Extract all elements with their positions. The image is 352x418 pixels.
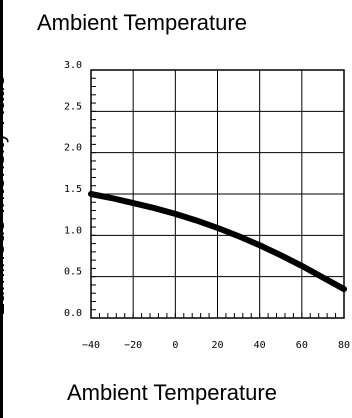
x-tick-label: 20 — [211, 340, 223, 351]
y-tick-label: 2.5 — [64, 101, 82, 112]
x-tick-label: −20 — [124, 340, 142, 351]
x-tick-label: 40 — [254, 340, 266, 351]
x-tick-label: 60 — [296, 340, 308, 351]
y-tick-label: 0.0 — [64, 308, 82, 319]
line-chart: 0.0 0.5 1.0 1.5 2.0 2.5 3.0 −40 −20 0 20 40 60 80 — [64, 60, 350, 351]
x-tick-label: 0 — [172, 340, 178, 351]
y-tick-label: 1.5 — [64, 184, 82, 195]
series-line — [88, 191, 347, 293]
chart-title: Ambient Temperature — [37, 10, 247, 35]
y-tick-label: 1.0 — [64, 225, 82, 236]
x-axis-label: Ambient Temperature — [67, 380, 277, 405]
x-tick-label: 80 — [338, 340, 350, 351]
y-tick-label: 2.0 — [64, 143, 82, 154]
y-tick-label: 0.5 — [64, 267, 82, 278]
y-tick-label: 3.0 — [64, 60, 82, 71]
x-tick-label: −40 — [82, 340, 100, 351]
